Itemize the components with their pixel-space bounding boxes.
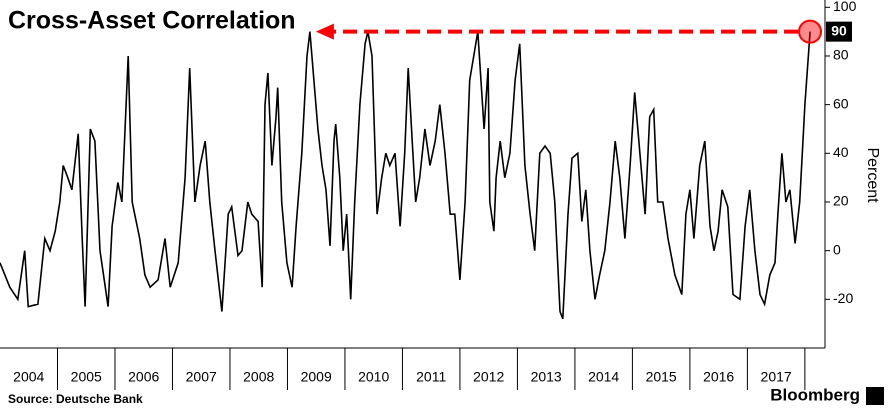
x-tick-label: 2012 xyxy=(473,369,504,385)
y-tick-label: 60 xyxy=(833,95,849,111)
x-tick-label: 2011 xyxy=(416,369,446,385)
x-tick-label: 2013 xyxy=(531,369,562,385)
x-tick-label: 2008 xyxy=(243,369,274,385)
annotation-arrowhead xyxy=(315,23,334,40)
x-tick-label: 2010 xyxy=(358,369,389,385)
x-tick-label: 2017 xyxy=(761,369,792,385)
x-tick-label: 2015 xyxy=(646,369,677,385)
x-tick-label: 2016 xyxy=(703,369,734,385)
x-tick-label: 2006 xyxy=(128,369,159,385)
source: Source: Deutsche Bank xyxy=(8,392,143,406)
y-tick-label: 0 xyxy=(833,241,841,257)
x-tick-label: 2007 xyxy=(186,369,217,385)
series-line xyxy=(0,31,811,320)
brand-icon xyxy=(866,387,884,405)
x-tick-label: 2005 xyxy=(71,369,102,385)
y-tick-label: 40 xyxy=(833,144,849,160)
y-axis-label: Percent xyxy=(864,147,881,203)
x-tick-label: 2009 xyxy=(301,369,332,385)
x-tick-label: 2004 xyxy=(13,369,44,385)
y-tick-label: -20 xyxy=(833,290,853,306)
brand: Bloomberg xyxy=(770,385,860,404)
x-tick-label: 2014 xyxy=(588,369,619,385)
chart-title: Cross-Asset Correlation xyxy=(8,7,296,35)
last-value-label: 90 xyxy=(831,22,847,38)
last-value-badge xyxy=(826,21,852,42)
y-tick-label: 100 xyxy=(833,0,857,14)
annotation-circle xyxy=(798,19,823,44)
y-tick-label: 80 xyxy=(833,47,849,63)
y-tick-label: 20 xyxy=(833,193,849,209)
